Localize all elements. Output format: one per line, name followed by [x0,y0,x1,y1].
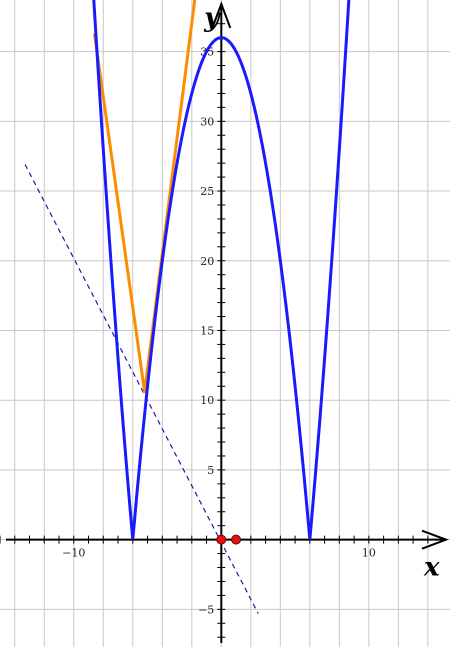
marked-point [231,534,242,545]
dashed-line [24,164,259,614]
marked-points [216,534,242,545]
x-tick-label: −10 [62,547,85,560]
y-tick-label: 15 [200,324,214,337]
orange-polyline [92,0,197,394]
y-tick-label: −5 [198,603,214,616]
marked-point [216,534,227,545]
y-axis-arrowhead [211,1,232,29]
y-tick-label: 25 [200,185,214,198]
blue-curve [92,0,351,540]
y-axis-label: y [203,3,221,33]
y-tick-label: 5 [207,464,214,477]
y-tick-label: 30 [200,115,214,128]
y-tick-label: 10 [200,394,214,407]
y-tick-label: 20 [200,255,214,268]
x-axis-label: x [423,553,440,583]
x-tick-label: 10 [362,547,376,560]
axis-ticks [0,23,429,638]
x-axis-arrowhead [421,529,449,550]
